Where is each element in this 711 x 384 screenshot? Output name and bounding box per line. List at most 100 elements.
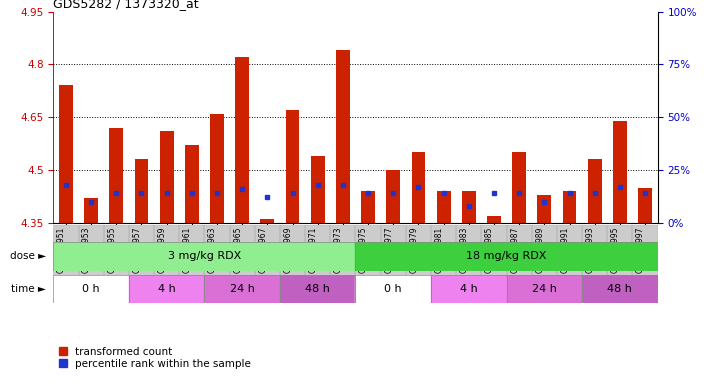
Text: 0 h: 0 h bbox=[82, 284, 100, 294]
Text: GSM306957: GSM306957 bbox=[132, 227, 141, 273]
Text: GSM306967: GSM306967 bbox=[258, 227, 267, 273]
Bar bbox=[205, 275, 280, 303]
Bar bbox=[84, 198, 98, 223]
Text: GSM306997: GSM306997 bbox=[636, 227, 645, 273]
Bar bbox=[557, 225, 582, 296]
Text: GSM306963: GSM306963 bbox=[208, 227, 217, 273]
Bar bbox=[129, 275, 205, 303]
Bar bbox=[53, 275, 129, 303]
Bar bbox=[431, 275, 506, 303]
Text: 0 h: 0 h bbox=[385, 284, 402, 294]
Bar bbox=[538, 195, 551, 223]
Bar bbox=[53, 242, 356, 271]
Bar bbox=[53, 225, 78, 296]
Bar bbox=[134, 159, 149, 223]
Bar bbox=[406, 225, 431, 296]
Bar bbox=[437, 191, 451, 223]
Text: 24 h: 24 h bbox=[532, 284, 557, 294]
Text: GSM306977: GSM306977 bbox=[384, 227, 393, 273]
Bar bbox=[260, 219, 274, 223]
Bar bbox=[129, 225, 154, 296]
Bar bbox=[78, 225, 104, 296]
Bar bbox=[613, 121, 627, 223]
Text: dose ►: dose ► bbox=[10, 251, 46, 262]
Text: 48 h: 48 h bbox=[305, 284, 330, 294]
Text: GSM306953: GSM306953 bbox=[82, 227, 91, 273]
Text: GSM306995: GSM306995 bbox=[611, 227, 620, 273]
Bar bbox=[305, 225, 331, 296]
Bar bbox=[129, 275, 205, 303]
Bar bbox=[380, 225, 406, 296]
Bar bbox=[280, 275, 356, 303]
Bar bbox=[185, 145, 199, 223]
Text: GSM306985: GSM306985 bbox=[485, 227, 494, 273]
Text: 3 mg/kg RDX: 3 mg/kg RDX bbox=[168, 251, 241, 262]
Bar bbox=[557, 225, 582, 296]
Bar bbox=[210, 114, 224, 223]
Bar bbox=[406, 225, 431, 296]
Bar bbox=[456, 225, 481, 296]
Text: 24 h: 24 h bbox=[230, 284, 255, 294]
Bar bbox=[456, 225, 481, 296]
Bar bbox=[481, 225, 506, 296]
Text: GSM306965: GSM306965 bbox=[233, 227, 242, 273]
Text: GSM306993: GSM306993 bbox=[586, 227, 594, 273]
Bar bbox=[431, 225, 456, 296]
Bar bbox=[205, 225, 230, 296]
Bar bbox=[582, 275, 658, 303]
Text: GSM306989: GSM306989 bbox=[535, 227, 545, 273]
Bar bbox=[230, 225, 255, 296]
Bar bbox=[179, 225, 205, 296]
Bar bbox=[230, 225, 255, 296]
Text: 48 h: 48 h bbox=[607, 284, 632, 294]
Bar bbox=[154, 225, 179, 296]
Bar bbox=[431, 225, 456, 296]
Bar bbox=[633, 225, 658, 296]
Bar bbox=[53, 225, 78, 296]
Text: GSM306979: GSM306979 bbox=[410, 227, 419, 273]
Bar bbox=[532, 225, 557, 296]
Bar bbox=[179, 225, 205, 296]
Bar bbox=[412, 152, 425, 223]
Bar bbox=[512, 152, 526, 223]
Text: GSM306969: GSM306969 bbox=[284, 227, 292, 273]
Bar bbox=[607, 225, 633, 296]
Bar bbox=[104, 225, 129, 296]
Text: GSM306955: GSM306955 bbox=[107, 227, 117, 273]
Bar bbox=[255, 225, 280, 296]
Text: 4 h: 4 h bbox=[460, 284, 478, 294]
Bar bbox=[356, 225, 380, 296]
Bar bbox=[361, 191, 375, 223]
Bar bbox=[53, 275, 129, 303]
Bar bbox=[588, 159, 602, 223]
Bar bbox=[356, 242, 658, 271]
Bar bbox=[336, 50, 350, 223]
Text: 18 mg/kg RDX: 18 mg/kg RDX bbox=[466, 251, 547, 262]
Bar bbox=[78, 225, 104, 296]
Bar bbox=[462, 191, 476, 223]
Bar bbox=[280, 275, 356, 303]
Text: GSM306991: GSM306991 bbox=[560, 227, 570, 273]
Text: time ►: time ► bbox=[11, 284, 46, 294]
Bar bbox=[280, 225, 305, 296]
Bar bbox=[356, 275, 431, 303]
Bar bbox=[582, 225, 607, 296]
Legend: transformed count, percentile rank within the sample: transformed count, percentile rank withi… bbox=[58, 347, 251, 369]
Bar bbox=[356, 225, 380, 296]
Bar bbox=[129, 225, 154, 296]
Text: 4 h: 4 h bbox=[158, 284, 176, 294]
Bar bbox=[53, 242, 356, 271]
Bar bbox=[431, 275, 506, 303]
Text: GSM306987: GSM306987 bbox=[510, 227, 519, 273]
Text: GSM306951: GSM306951 bbox=[57, 227, 66, 273]
Bar bbox=[205, 275, 280, 303]
Bar bbox=[154, 225, 179, 296]
Bar bbox=[506, 275, 582, 303]
Bar bbox=[331, 225, 356, 296]
Bar bbox=[487, 216, 501, 223]
Text: GSM306959: GSM306959 bbox=[158, 227, 166, 273]
Text: GSM306971: GSM306971 bbox=[309, 227, 318, 273]
Bar bbox=[255, 225, 280, 296]
Bar bbox=[380, 225, 406, 296]
Bar bbox=[582, 275, 658, 303]
